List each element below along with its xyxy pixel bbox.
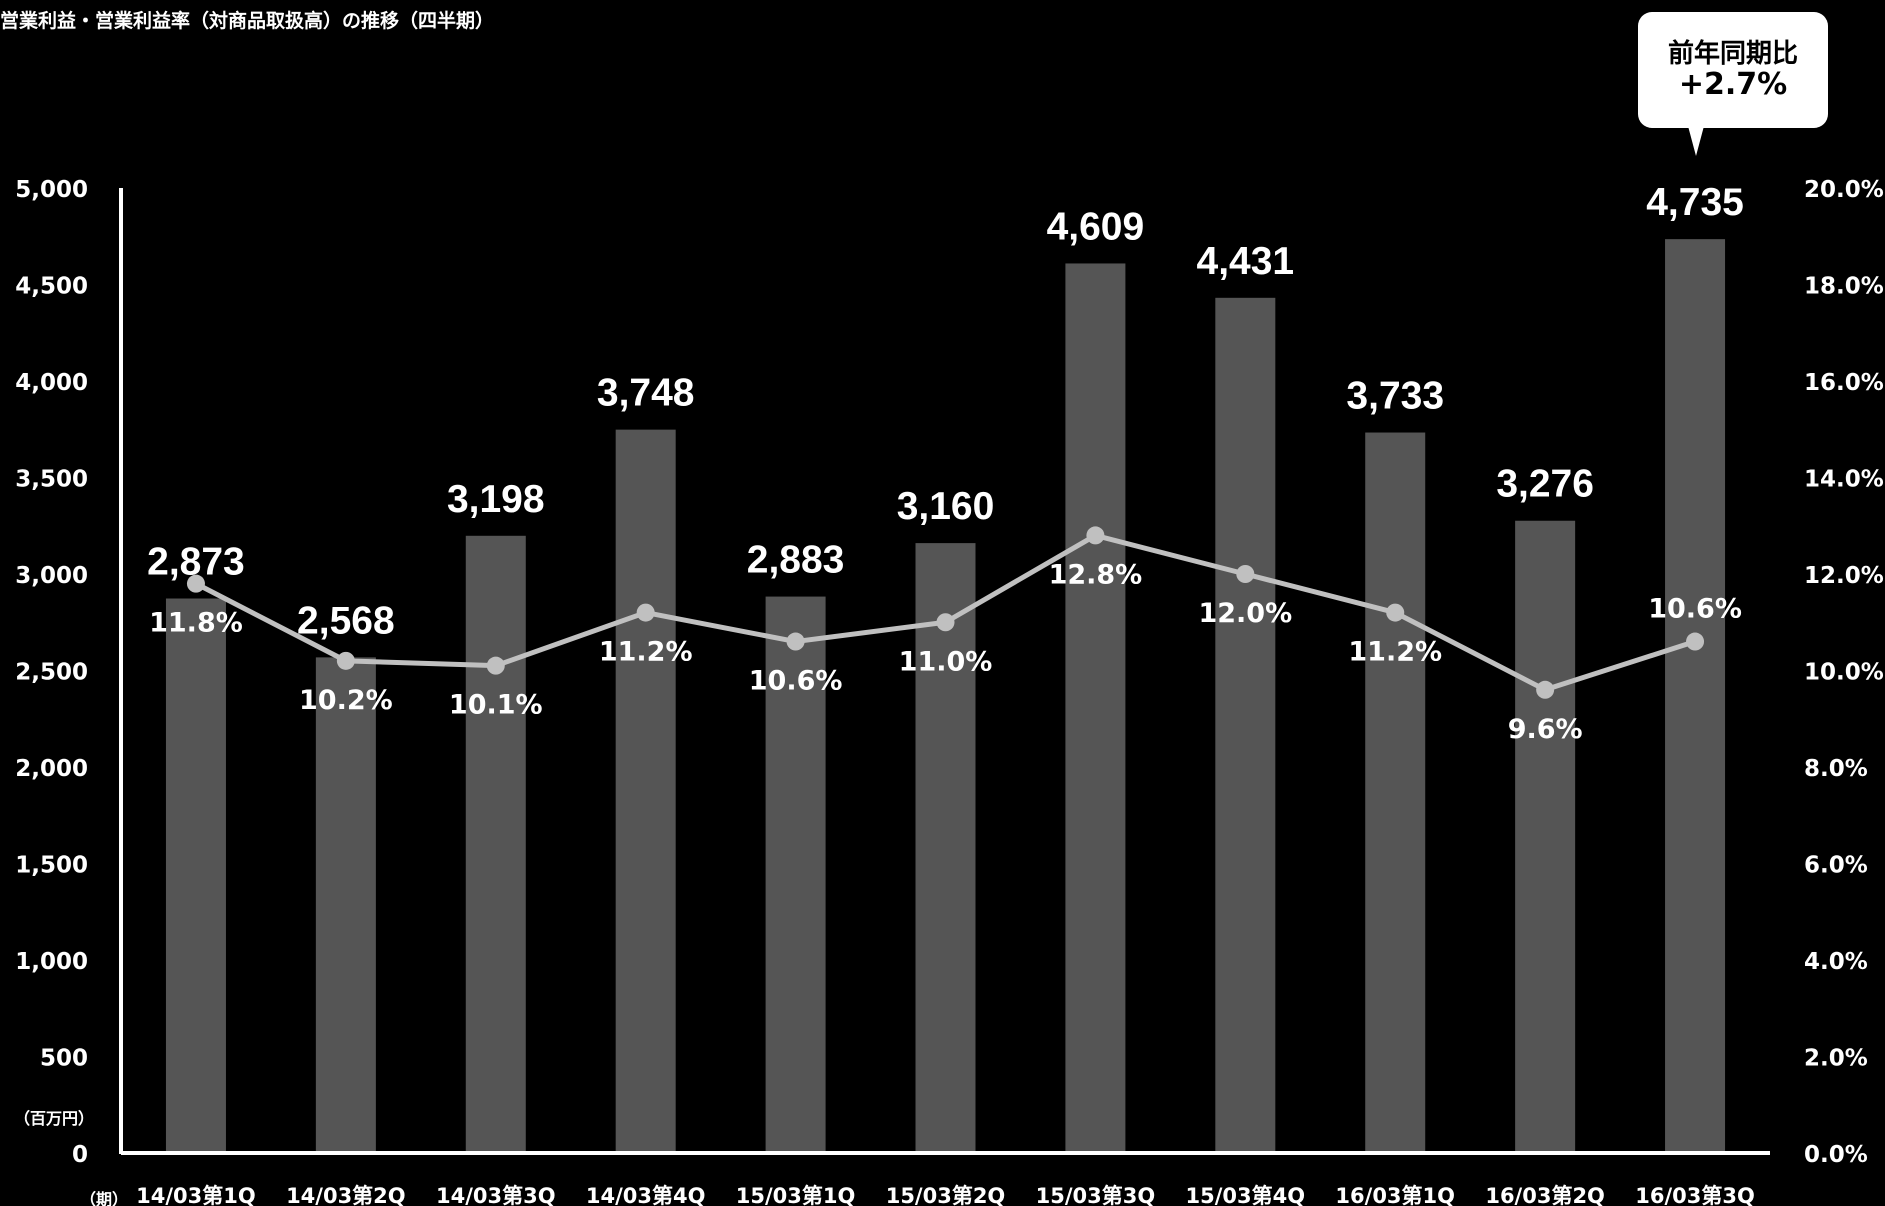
bar-8 — [1215, 297, 1276, 1153]
bar-label-11: 4,735 — [1646, 181, 1744, 224]
y-right-tick-3: 6.0% — [1804, 853, 1868, 879]
bar-1 — [165, 598, 226, 1153]
margin-point-8 — [1236, 565, 1255, 583]
margin-point-9 — [1386, 603, 1405, 622]
margin-point-5 — [786, 632, 805, 651]
bar-5 — [765, 596, 826, 1153]
x-tick-6: 15/03第2Q — [886, 1184, 1006, 1206]
yoy-callout-tail — [1688, 126, 1704, 156]
pct-label-11: 10.6% — [1648, 594, 1742, 625]
y-right-tick-7: 14.0% — [1804, 467, 1884, 493]
y-left-tick-1: 500 — [40, 1046, 88, 1072]
bar-label-2: 2,568 — [297, 599, 395, 642]
pct-label-10: 9.6% — [1508, 714, 1583, 745]
x-tick-9: 16/03第1Q — [1335, 1184, 1455, 1206]
margin-point-2 — [336, 651, 355, 670]
margin-point-10 — [1536, 680, 1555, 699]
bar-label-1: 2,873 — [147, 541, 245, 584]
pct-label-1: 11.8% — [149, 608, 243, 639]
pct-label-9: 11.2% — [1348, 637, 1442, 668]
y-left-unit: （百万円） — [14, 1109, 94, 1128]
bar-11 — [1665, 239, 1726, 1153]
yoy-callout: 前年同期比 +2.7% — [1638, 12, 1828, 128]
bar-10 — [1515, 520, 1576, 1153]
x-tick-11: 16/03第3Q — [1635, 1184, 1755, 1206]
pct-label-6: 11.0% — [899, 646, 993, 677]
x-tick-5: 15/03第1Q — [736, 1184, 856, 1206]
y-right-tick-0: 0.0% — [1804, 1142, 1868, 1168]
page-title: 営業利益・営業利益率（対商品取扱高）の推移（四半期） — [0, 10, 495, 32]
y-right-tick-6: 12.0% — [1804, 563, 1884, 589]
yoy-callout-value: +2.7% — [1678, 67, 1788, 102]
x-unit: （期） — [80, 1190, 128, 1206]
bar-3 — [465, 535, 526, 1153]
bar-label-8: 4,431 — [1197, 240, 1295, 283]
bar-label-9: 3,733 — [1346, 375, 1444, 418]
y-right-tick-5: 10.0% — [1804, 660, 1884, 686]
x-tick-2: 14/03第2Q — [286, 1184, 406, 1206]
y-left-tick-7: 3,500 — [15, 467, 88, 493]
y-left-tick-10: 5,000 — [15, 177, 88, 203]
bar-label-3: 3,198 — [447, 478, 545, 521]
y-left-tick-5: 2,500 — [15, 660, 88, 686]
pct-label-5: 10.6% — [749, 666, 843, 697]
pct-label-3: 10.1% — [449, 690, 543, 721]
bar-label-10: 3,276 — [1496, 463, 1594, 506]
x-tick-10: 16/03第2Q — [1485, 1184, 1605, 1206]
y-left-tick-8: 4,000 — [15, 370, 88, 396]
margin-point-7 — [1086, 526, 1105, 545]
x-tick-7: 15/03第3Q — [1036, 1184, 1156, 1206]
bar-7 — [1065, 263, 1126, 1153]
bar-4 — [615, 429, 676, 1153]
y-right-tick-1: 2.0% — [1804, 1046, 1868, 1072]
margin-point-4 — [636, 603, 655, 622]
y-left-tick-2: 1,000 — [15, 949, 88, 975]
margin-point-1 — [186, 574, 205, 593]
x-tick-1: 14/03第1Q — [136, 1184, 256, 1206]
margin-point-3 — [486, 656, 505, 675]
bar-label-4: 3,748 — [597, 372, 695, 415]
yoy-callout-label: 前年同期比 — [1667, 38, 1798, 68]
margin-point-11 — [1686, 632, 1705, 651]
y-left-tick-6: 3,000 — [15, 563, 88, 589]
y-right-tick-10: 20.0% — [1804, 177, 1884, 203]
bar-6 — [915, 543, 976, 1153]
x-tick-4: 14/03第4Q — [586, 1184, 706, 1206]
bar-label-5: 2,883 — [747, 539, 845, 582]
y-right-tick-9: 18.0% — [1804, 274, 1884, 300]
pct-label-2: 10.2% — [299, 685, 393, 716]
margin-point-6 — [936, 613, 955, 632]
y-right-tick-2: 4.0% — [1804, 949, 1868, 975]
pct-label-7: 12.8% — [1049, 559, 1143, 590]
bar-label-7: 4,609 — [1047, 205, 1145, 248]
pct-label-4: 11.2% — [599, 637, 693, 668]
y-left-tick-4: 2,000 — [15, 756, 88, 782]
bar-2 — [315, 657, 376, 1153]
y-left-tick-9: 4,500 — [15, 274, 88, 300]
x-tick-3: 14/03第3Q — [436, 1184, 556, 1206]
y-right-tick-4: 8.0% — [1804, 756, 1868, 782]
bar-9 — [1365, 432, 1426, 1153]
bar-label-6: 3,160 — [897, 485, 995, 528]
y-left-tick-0: 0 — [72, 1142, 88, 1168]
x-tick-8: 15/03第4Q — [1186, 1184, 1306, 1206]
y-right-tick-8: 16.0% — [1804, 370, 1884, 396]
y-left-tick-3: 1,500 — [15, 853, 88, 879]
pct-label-8: 12.0% — [1198, 598, 1292, 629]
